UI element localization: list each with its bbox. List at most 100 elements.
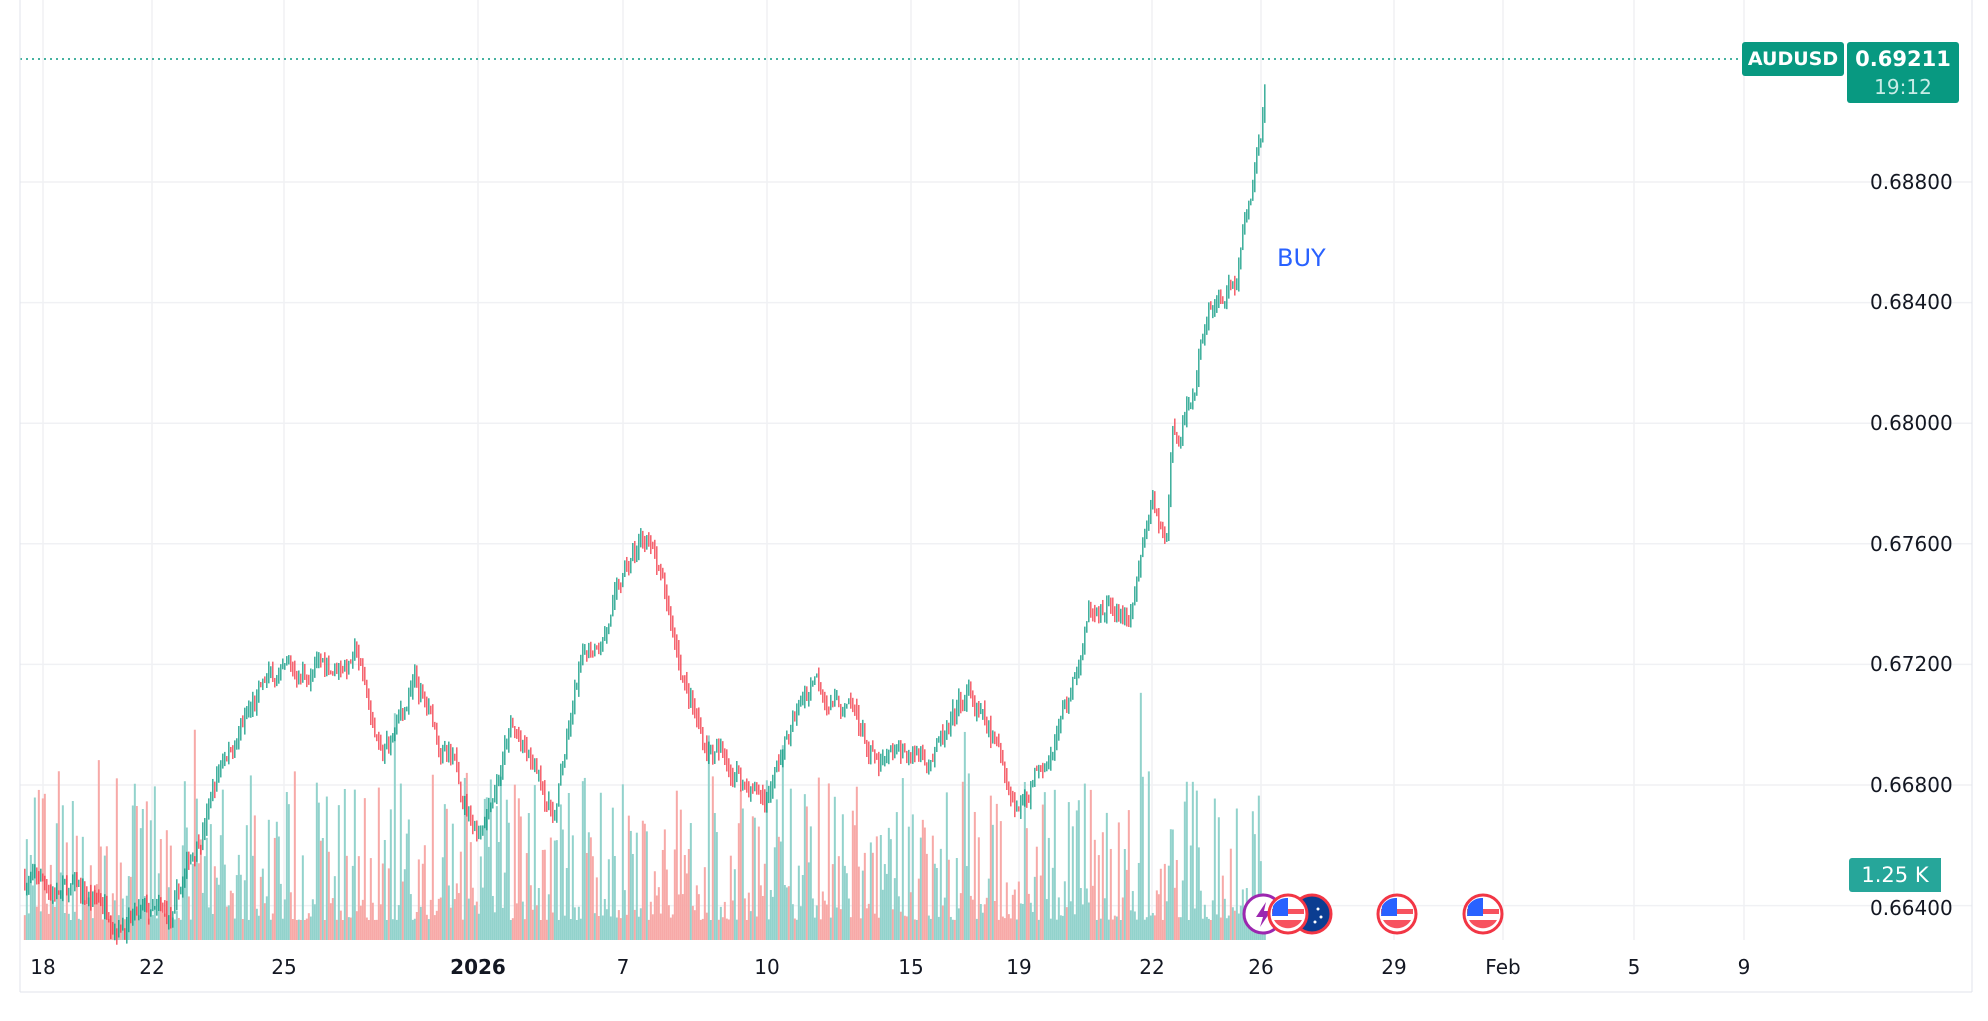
volume-bar [787,886,790,940]
volume-bar [1045,899,1048,940]
volume-bar [909,892,912,940]
volume-bar [895,812,898,940]
volume-bar [1079,888,1082,940]
volume-bar [827,783,830,940]
volume-bar [1041,804,1044,940]
price-tick: 0.66800 [1870,773,1953,797]
volume-bar [803,794,806,940]
volume-bar [551,912,554,940]
volume-bar [871,852,874,940]
volume-bar [799,906,802,940]
volume-bar [881,889,884,940]
volume-bar [323,919,326,940]
volume-bar [69,919,72,940]
volume-bar [945,792,948,940]
volume-bar [1017,881,1020,940]
price-axis[interactable]: 0.68800 0.68400 0.68000 0.67600 0.67200 … [1870,170,1953,920]
volume-bar [245,825,248,940]
volume-bar [1005,882,1008,940]
volume-bar [163,913,166,940]
volume-bar [823,900,826,940]
volume-bar [1043,792,1046,940]
volume-bar [407,819,410,940]
volume-bar [819,919,822,940]
volume-bar [179,919,182,940]
volume-bar [67,913,70,940]
volume-bar [1015,919,1018,940]
volume-bar [741,808,744,940]
volume-bar [1049,918,1052,940]
volume-bar [283,899,286,940]
volume-bar [37,789,40,940]
volume-bar [473,905,476,940]
volume-bar [777,836,780,940]
volume-bar [685,873,688,940]
volume-bar [227,905,230,940]
volume-bar [31,885,34,940]
date-tick: 26 [1248,955,1273,979]
volume-bar [175,911,178,940]
volume-bar [851,810,854,940]
volume-bar [999,821,1002,940]
volume-bar [415,911,418,940]
volume-bar [665,869,668,940]
volume-bar [131,805,134,940]
buy-annotation[interactable]: BUY [1277,244,1326,272]
volume-bar [767,919,770,940]
volume-bar [979,904,982,940]
volume-bar [485,797,488,940]
volume-bar [883,864,886,940]
volume-bar [963,731,966,940]
volume-bar [307,913,310,940]
volume-bar [1121,897,1124,940]
volume-bar [1151,912,1154,940]
volume-bar [1091,885,1094,940]
volume-bar [729,855,732,940]
volume-bar [1201,918,1204,940]
volume-bar [381,863,384,940]
volume-series [23,692,1266,940]
volume-bar [1047,837,1050,940]
economic-events[interactable] [1242,893,1504,935]
volume-bar [255,908,258,940]
volume-bar [443,804,446,940]
volume-bar [105,846,108,940]
volume-bar [75,835,78,940]
volume-bar [583,777,586,940]
volume-bar [1155,890,1158,940]
volume-bar [801,875,804,940]
volume-bar [515,903,518,940]
volume-bar [809,826,812,940]
us-flag-icon[interactable] [1267,893,1309,935]
us-flag-icon[interactable] [1462,893,1504,935]
volume-bar [1137,862,1140,940]
price-tick: 0.68800 [1870,170,1953,194]
volume-bar [435,910,438,940]
volume-bar [1063,881,1066,940]
volume-bar [601,915,604,940]
volume-bar [43,793,46,940]
volume-bar [73,911,76,940]
volume-bar [1127,810,1130,940]
volume-bar [291,919,294,940]
volume-bar [143,896,146,940]
volume-bar [271,913,274,940]
volume-bar [159,839,162,940]
volume-bar [497,842,500,940]
volume-bar [917,878,920,940]
volume-bar [739,790,742,940]
volume-bar [203,856,206,940]
volume-bar [299,919,302,940]
volume-bar [161,912,164,940]
volume-bar [637,916,640,940]
volume-bar [1195,790,1198,940]
us-flag-icon[interactable] [1376,893,1418,935]
volume-bar [1129,910,1132,940]
volume-bar [391,919,394,940]
time-axis[interactable]: 18 22 25 2026 7 10 15 19 22 26 29 Feb 5 … [30,955,1750,979]
date-tick: 25 [271,955,296,979]
volume-bar [1131,891,1134,940]
volume-bar [489,779,492,940]
volume-bar [747,892,750,940]
